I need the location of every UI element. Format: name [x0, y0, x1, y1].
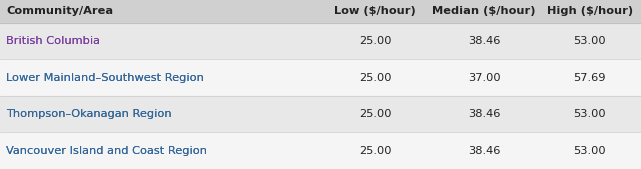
- Text: Lower Mainland–Southwest Region: Lower Mainland–Southwest Region: [6, 73, 204, 82]
- Text: British Columbia: British Columbia: [6, 36, 101, 46]
- Text: 57.69: 57.69: [574, 73, 606, 82]
- Bar: [0, 96, 641, 132]
- Text: Thompson–Okanagan Region: Thompson–Okanagan Region: [6, 109, 172, 119]
- Bar: [0, 132, 641, 169]
- Text: Low ($/hour): Low ($/hour): [334, 6, 416, 16]
- Bar: [0, 23, 641, 59]
- Text: 25.00: 25.00: [359, 36, 391, 46]
- Text: 37.00: 37.00: [468, 73, 500, 82]
- Text: Lower Mainland–Southwest Region: Lower Mainland–Southwest Region: [6, 73, 204, 82]
- Bar: [0, 0, 641, 23]
- Text: 53.00: 53.00: [574, 109, 606, 119]
- Text: 53.00: 53.00: [574, 36, 606, 46]
- Bar: [0, 59, 641, 96]
- Text: 25.00: 25.00: [359, 73, 391, 82]
- Text: British Columbia: British Columbia: [6, 36, 101, 46]
- Text: 53.00: 53.00: [574, 146, 606, 156]
- Text: 38.46: 38.46: [468, 36, 500, 46]
- Text: 38.46: 38.46: [468, 109, 500, 119]
- Text: 25.00: 25.00: [359, 146, 391, 156]
- Text: High ($/hour): High ($/hour): [547, 6, 633, 16]
- Text: Median ($/hour): Median ($/hour): [432, 6, 536, 16]
- Text: Community/Area: Community/Area: [6, 6, 113, 16]
- Text: 25.00: 25.00: [359, 109, 391, 119]
- Text: Vancouver Island and Coast Region: Vancouver Island and Coast Region: [6, 146, 208, 156]
- Text: 38.46: 38.46: [468, 146, 500, 156]
- Text: Thompson–Okanagan Region: Thompson–Okanagan Region: [6, 109, 172, 119]
- Text: Vancouver Island and Coast Region: Vancouver Island and Coast Region: [6, 146, 208, 156]
